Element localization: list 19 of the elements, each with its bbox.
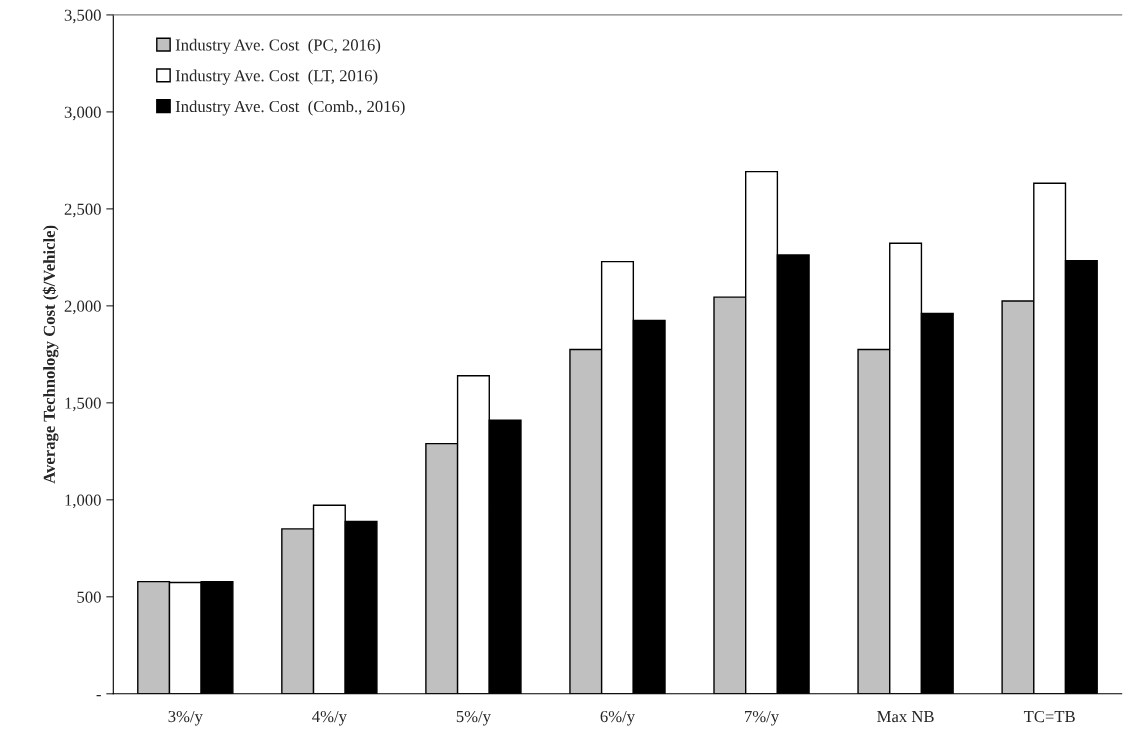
y-tick-label: 500 xyxy=(77,591,101,603)
y-tick-label: 2,000 xyxy=(64,300,101,315)
legend-label: Industry Ave. Cost (LT, 2016) xyxy=(175,69,378,85)
y-tick-label: - xyxy=(96,695,101,697)
x-tick-label: 5%/y xyxy=(456,710,491,726)
x-tick-label: 4%/y xyxy=(312,710,347,726)
y-tick-label: 3,500 xyxy=(64,9,101,24)
x-tick-label: Max NB xyxy=(877,711,934,723)
x-tick-label: 3%/y xyxy=(168,710,203,726)
x-tick-label: TC=TB xyxy=(1023,710,1075,723)
y-tick-label: 3,000 xyxy=(64,106,101,121)
x-tick-label: 7%/y xyxy=(745,710,780,726)
x-tick-label: 6%/y xyxy=(600,710,636,726)
legend-label: Industry Ave. Cost (PC, 2016) xyxy=(175,38,381,55)
y-axis-title: Average Technology Cost ($/Vehicle) xyxy=(42,225,59,484)
y-tick-label: 1,000 xyxy=(65,494,101,509)
y-tick-label: 1,500 xyxy=(65,397,101,412)
legend-label: Industry Ave. Cost (Comb., 2016) xyxy=(175,100,405,116)
y-tick-label: 2,500 xyxy=(64,203,101,218)
